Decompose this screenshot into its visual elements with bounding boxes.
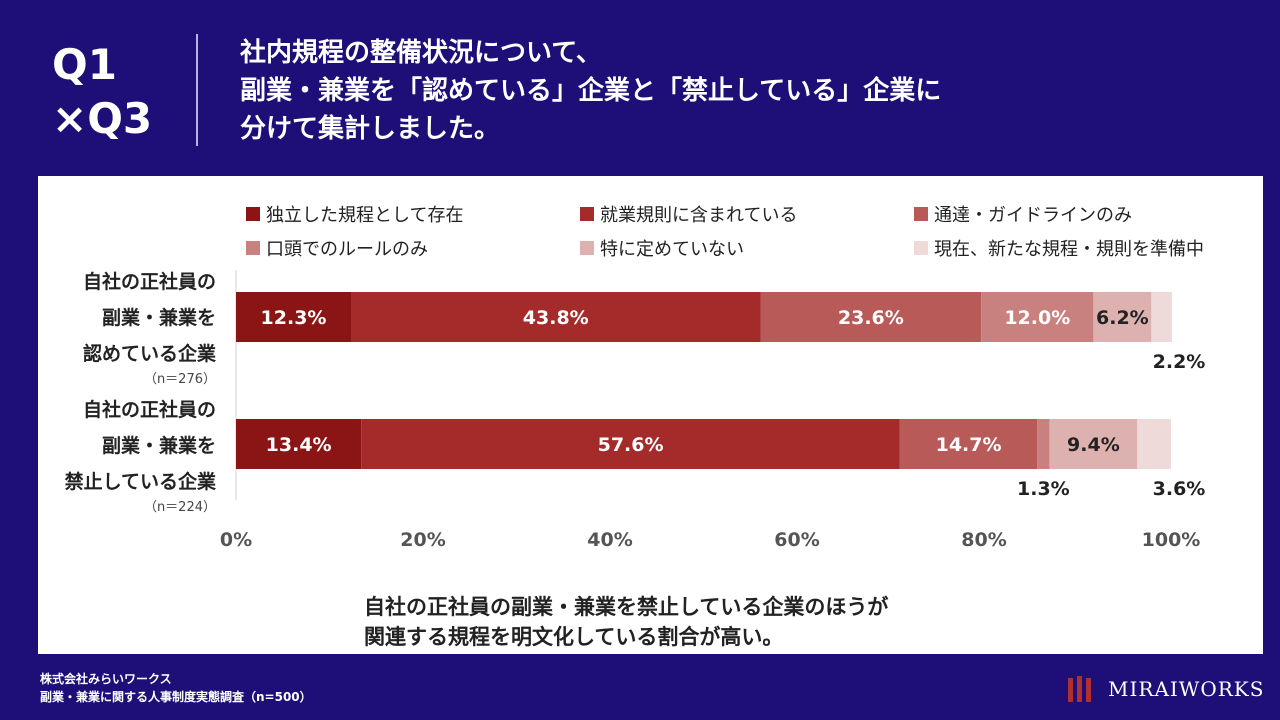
x-tick-label: 80% (961, 529, 1006, 551)
x-tick-label: 60% (774, 529, 819, 551)
data-label: 1.3% (1017, 478, 1070, 500)
category-label-allowed: 自社の正社員の 副業・兼業を 認めている企業 （n＝276） (40, 264, 216, 388)
category-label-line: 禁止している企業 (64, 471, 216, 493)
footer-survey: 副業・兼業に関する人事制度実態調査（n=500） (40, 690, 312, 704)
company-logo: MIRAIWORKS (1066, 672, 1264, 706)
bar-segment (981, 292, 1094, 342)
bar-segment (1049, 419, 1138, 469)
legend-item-guidelines: 通達・ガイドラインのみ (914, 201, 1132, 227)
legend-label: 口頭でのルールのみ (266, 239, 428, 260)
legend-label: 特に定めていない (600, 239, 744, 260)
legend-item-independent: 独立した規程として存在 (246, 201, 463, 227)
page-title-line-3: 分けて集計しました。 (240, 114, 501, 144)
footer-company: 株式会社みらいワークス (40, 672, 172, 686)
conclusion-text: 自社の正社員の副業・兼業を禁止している企業のほうが 関連する規程を明文化している… (364, 592, 984, 652)
data-label: 13.4% (266, 434, 332, 456)
legend-label: 通達・ガイドラインのみ (934, 205, 1132, 226)
bar-segment (760, 292, 982, 342)
legend-swatch (246, 241, 260, 255)
category-label-line: 自社の正社員の (82, 271, 216, 293)
data-label: 43.8% (523, 307, 589, 329)
conclusion-line-1: 自社の正社員の副業・兼業を禁止している企業のほうが (364, 595, 889, 619)
chart-legend: 独立した規程として存在 就業規則に含まれている 通達・ガイドラインのみ 口頭での… (246, 201, 1266, 265)
x-tick-label: 20% (400, 529, 445, 551)
category-label-line: 副業・兼業を (101, 307, 216, 329)
category-sample-size: （n＝224） (143, 500, 216, 515)
bar-segment (899, 419, 1038, 469)
legend-swatch (914, 241, 928, 255)
page-title: 社内規程の整備状況について、 副業・兼業を「認めている」企業と「禁止している」企… (240, 34, 1240, 148)
page-title-line-1: 社内規程の整備状況について、 (240, 38, 602, 68)
question-number: Q1 ×Q3 (52, 38, 192, 146)
category-label-prohibited: 自社の正社員の 副業・兼業を 禁止している企業 （n＝224） (40, 392, 216, 516)
bar-segment (1151, 292, 1172, 342)
x-tick-label: 100% (1142, 529, 1201, 551)
logo-text: MIRAIWORKS (1108, 677, 1265, 701)
legend-swatch (246, 207, 260, 221)
bar-segment (351, 292, 761, 342)
legend-item-work-rules: 就業規則に含まれている (580, 201, 797, 227)
data-label: 57.6% (598, 434, 664, 456)
data-label: 9.4% (1067, 434, 1120, 456)
data-label: 2.2% (1153, 351, 1206, 373)
question-number-line-1: Q1 (52, 40, 117, 89)
legend-swatch (914, 207, 928, 221)
footer: 株式会社みらいワークス 副業・兼業に関する人事制度実態調査（n=500） (40, 670, 312, 706)
data-label: 23.6% (838, 307, 904, 329)
bar-segment (1037, 419, 1050, 469)
legend-item-none: 特に定めていない (580, 235, 744, 261)
category-label-line: 認めている企業 (82, 343, 216, 365)
bar-segment (236, 419, 362, 469)
bar-segment (236, 292, 352, 342)
legend-item-preparing: 現在、新たな規程・規則を準備中 (914, 235, 1204, 261)
conclusion-line-2: 関連する規程を明文化している割合が高い。 (364, 625, 784, 649)
chart-panel (38, 176, 1263, 654)
data-label: 12.3% (261, 307, 327, 329)
category-label-line: 副業・兼業を (101, 435, 216, 457)
bar-segment (361, 419, 900, 469)
data-label: 14.7% (936, 434, 1002, 456)
question-number-line-2: ×Q3 (52, 94, 153, 143)
legend-item-verbal: 口頭でのルールのみ (246, 235, 428, 261)
data-label: 12.0% (1004, 307, 1070, 329)
data-label: 3.6% (1153, 478, 1206, 500)
legend-label: 独立した規程として存在 (266, 205, 464, 226)
legend-label: 現在、新たな規程・規則を準備中 (934, 239, 1204, 260)
legend-swatch (580, 241, 594, 255)
legend-label: 就業規則に含まれている (600, 205, 798, 226)
bar-segment (1137, 419, 1171, 469)
bar-segment (1093, 292, 1152, 342)
x-tick-label: 40% (587, 529, 632, 551)
data-label: 6.2% (1096, 307, 1149, 329)
legend-swatch (580, 207, 594, 221)
x-tick-label: 0% (220, 529, 252, 551)
category-label-line: 自社の正社員の (82, 399, 216, 421)
logo-mark-icon (1068, 676, 1091, 702)
header-divider (196, 34, 198, 146)
category-sample-size: （n＝276） (143, 372, 216, 387)
page-title-line-2: 副業・兼業を「認めている」企業と「禁止している」企業に (240, 76, 942, 106)
